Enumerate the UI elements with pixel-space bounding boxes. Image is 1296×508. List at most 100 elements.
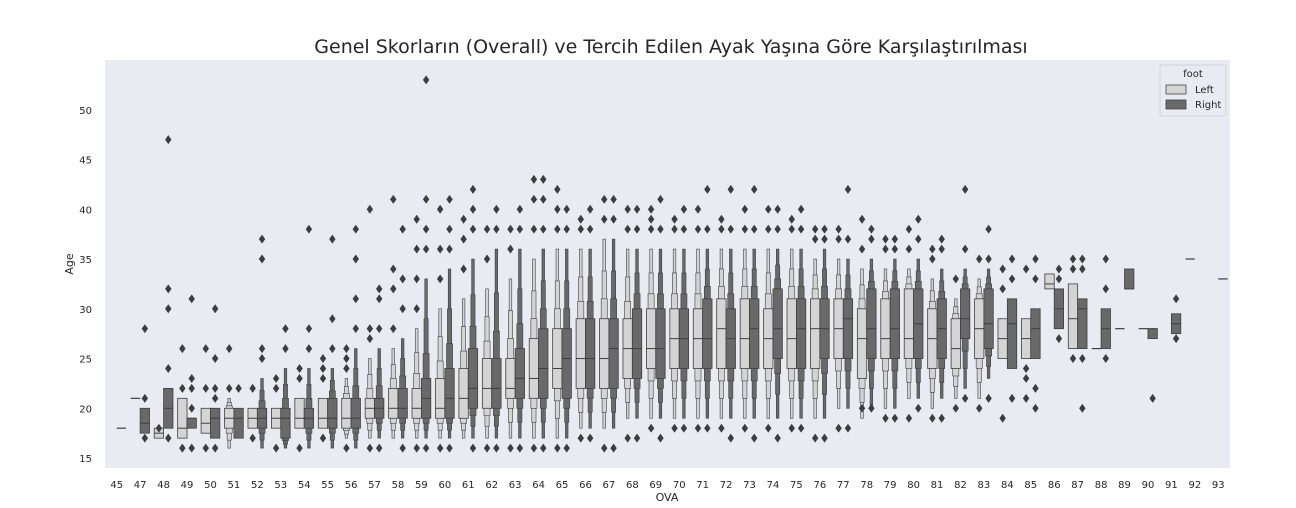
boxen-box xyxy=(317,397,329,429)
outlier-point xyxy=(422,244,430,254)
x-tick-label: 84 xyxy=(1001,480,1014,491)
boxen-box xyxy=(350,397,361,429)
outlier-point xyxy=(258,254,266,264)
boxen-box xyxy=(631,308,643,379)
outlier-point xyxy=(296,364,303,373)
outlier-point xyxy=(882,234,889,244)
boxen-box xyxy=(561,328,572,399)
outlier-point xyxy=(577,224,584,234)
boxen-box xyxy=(856,308,868,379)
outlier-point xyxy=(211,443,219,453)
outlier-point xyxy=(507,224,514,234)
boxen-box xyxy=(528,338,539,399)
outlier-point xyxy=(952,403,959,413)
outlier-point xyxy=(821,433,828,443)
x-tick-label: 77 xyxy=(837,480,850,491)
outlier-point xyxy=(1079,264,1086,274)
boxen-box xyxy=(458,368,469,419)
outlier-point xyxy=(319,373,327,383)
outlier-point xyxy=(343,354,350,364)
outlier-point xyxy=(319,433,327,443)
outlier-point xyxy=(647,423,655,433)
outlier-point xyxy=(366,334,374,344)
outlier-point xyxy=(891,234,899,244)
outlier-point xyxy=(891,244,899,254)
boxen-box xyxy=(538,328,549,399)
x-tick-label: 85 xyxy=(1024,480,1037,491)
boxen-box xyxy=(200,407,211,434)
outlier-point xyxy=(436,244,444,254)
outlier-point xyxy=(694,224,702,234)
outlier-point xyxy=(671,423,678,433)
outlier-point xyxy=(694,423,702,433)
outlier-point xyxy=(516,443,524,453)
boxen-box xyxy=(1124,268,1135,290)
outlier-point xyxy=(483,254,491,264)
outlier-point xyxy=(249,383,256,393)
outlier-point xyxy=(741,423,749,433)
outlier-point xyxy=(436,204,444,214)
outlier-point xyxy=(516,204,524,214)
outlier-point xyxy=(891,413,899,423)
outlier-point xyxy=(1069,264,1077,274)
x-tick-label: 82 xyxy=(954,480,967,491)
outlier-point xyxy=(296,443,303,453)
outlier-point xyxy=(563,204,570,214)
outlier-point xyxy=(915,214,922,224)
outlier-point xyxy=(577,214,584,224)
outlier-point xyxy=(577,433,584,443)
outlier-point xyxy=(858,214,866,224)
boxen-box xyxy=(889,288,900,359)
outlier-point xyxy=(469,443,477,453)
outlier-point xyxy=(272,383,280,393)
outlier-point xyxy=(610,214,617,224)
outlier-point xyxy=(141,324,149,334)
boxen-box xyxy=(397,387,408,419)
x-tick-label: 69 xyxy=(649,480,662,491)
boxen-box xyxy=(1006,298,1018,369)
outlier-point xyxy=(352,224,359,234)
outlier-point xyxy=(976,403,983,413)
outlier-point xyxy=(202,443,209,453)
outlier-point xyxy=(952,274,959,284)
boxen-box xyxy=(481,358,493,409)
outlier-point xyxy=(188,294,195,304)
outlier-point xyxy=(1102,354,1109,364)
boxen-box xyxy=(575,318,586,389)
outlier-point xyxy=(765,423,772,433)
outlier-point xyxy=(1032,403,1039,413)
outlier-point xyxy=(624,204,631,214)
outlier-point xyxy=(376,294,383,304)
boxen-box xyxy=(796,298,807,369)
outlier-point xyxy=(657,194,664,204)
x-tick-label: 61 xyxy=(462,480,475,491)
y-tick-label: 20 xyxy=(79,404,92,415)
outlier-point xyxy=(844,423,852,433)
outlier-point xyxy=(446,224,453,234)
outlier-point xyxy=(165,304,172,314)
y-tick-label: 35 xyxy=(79,255,92,266)
outlier-point xyxy=(329,314,336,324)
outlier-point xyxy=(938,244,945,254)
boxen-box xyxy=(739,298,750,369)
outlier-point xyxy=(694,204,702,214)
outlier-point xyxy=(835,224,842,234)
outlier-point xyxy=(436,443,444,453)
outlier-point xyxy=(844,184,852,194)
x-tick-label: 79 xyxy=(884,480,897,491)
outlier-point xyxy=(788,214,795,224)
outlier-point xyxy=(671,214,678,224)
x-tick-label: 73 xyxy=(743,480,756,491)
outlier-point xyxy=(858,244,866,254)
x-tick-label: 93 xyxy=(1212,480,1225,491)
x-tick-label: 70 xyxy=(673,480,686,491)
outlier-point xyxy=(422,224,430,234)
boxen-box xyxy=(1030,308,1041,359)
outlier-point xyxy=(821,234,828,244)
outlier-point xyxy=(999,413,1006,423)
boxen-box xyxy=(866,288,877,359)
outlier-point xyxy=(657,224,664,234)
boxen-box xyxy=(960,288,971,340)
boxen-box xyxy=(505,358,516,399)
outlier-point xyxy=(390,284,397,294)
